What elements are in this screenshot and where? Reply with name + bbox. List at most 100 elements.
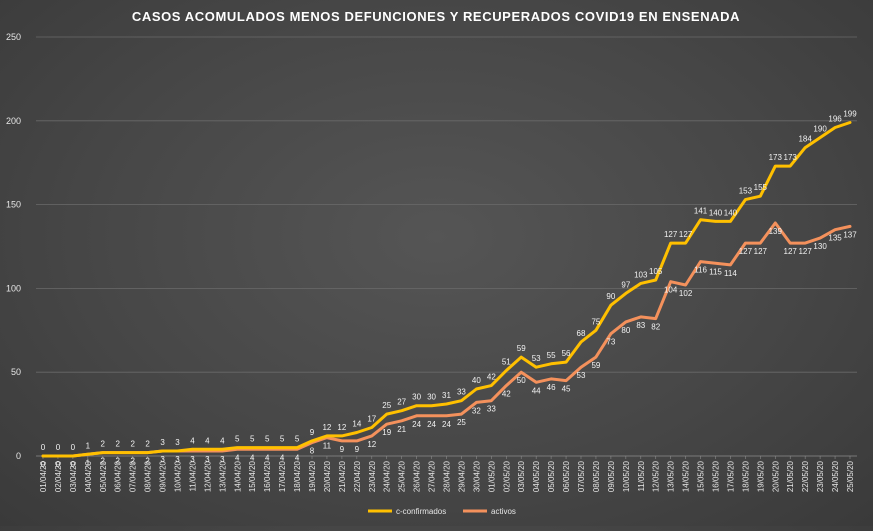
y-axis: 0 50 100 150 200 250 <box>6 32 21 461</box>
x-tick-label: 26/04/20 <box>413 460 422 492</box>
data-label: 127 <box>784 247 798 256</box>
data-label: 2 <box>145 440 150 449</box>
x-tick-label: 25/05/20 <box>846 460 855 492</box>
data-label: 12 <box>337 423 346 432</box>
data-label: 0 <box>71 443 76 452</box>
data-label: 173 <box>769 153 783 162</box>
data-label: 4 <box>250 453 255 462</box>
data-label: 135 <box>828 234 842 243</box>
x-tick-label: 20/04/20 <box>323 460 332 492</box>
data-label: 83 <box>636 321 645 330</box>
data-label: 27 <box>397 398 406 407</box>
data-label: 8 <box>310 447 315 456</box>
data-label: 4 <box>220 436 225 445</box>
data-label: 127 <box>754 247 768 256</box>
data-label: 9 <box>355 445 360 454</box>
data-label: 3 <box>175 455 180 464</box>
data-label: 2 <box>115 440 120 449</box>
data-label: 140 <box>724 208 738 217</box>
data-label: 139 <box>769 227 783 236</box>
x-tick-label: 23/04/20 <box>368 460 377 492</box>
x-tick-label: 22/05/20 <box>801 460 810 492</box>
data-label: 3 <box>175 438 180 447</box>
data-label: 199 <box>843 109 857 118</box>
x-tick-label: 07/04/20 <box>129 460 138 492</box>
x-tick-label: 14/04/20 <box>233 460 242 492</box>
data-label: 2 <box>101 440 106 449</box>
data-label: 33 <box>487 405 496 414</box>
x-tick-label: 09/05/20 <box>607 460 616 492</box>
data-label: 5 <box>280 435 285 444</box>
data-label: 137 <box>843 230 857 239</box>
data-label: 32 <box>472 406 481 415</box>
data-label: 30 <box>412 393 421 402</box>
x-tick-label: 06/04/20 <box>114 460 123 492</box>
data-label: 75 <box>591 317 600 326</box>
data-label: 90 <box>606 292 615 301</box>
data-label: 46 <box>547 383 556 392</box>
data-label: 196 <box>828 115 842 124</box>
x-tick-label: 20/05/20 <box>771 460 780 492</box>
data-label: 5 <box>295 435 300 444</box>
data-label: 82 <box>651 323 660 332</box>
data-label: 33 <box>457 388 466 397</box>
y-tick-label: 50 <box>11 367 21 377</box>
data-label: 11 <box>323 442 332 451</box>
data-label: 53 <box>577 371 586 380</box>
x-tick-label: 08/05/20 <box>592 460 601 492</box>
data-label: 4 <box>295 453 300 462</box>
data-label: 19 <box>382 428 391 437</box>
data-label: 104 <box>664 286 678 295</box>
data-label: 155 <box>754 183 768 192</box>
y-tick-label: 100 <box>6 283 21 293</box>
data-label: 5 <box>265 435 270 444</box>
data-label: 0 <box>56 460 61 469</box>
data-label: 3 <box>160 438 165 447</box>
data-label: 59 <box>591 361 600 370</box>
data-label: 0 <box>56 443 61 452</box>
chart-title: CASOS ACOMULADOS MENOS DEFUNCIONES Y REC… <box>132 9 740 24</box>
data-label: 5 <box>235 435 240 444</box>
x-tick-label: 17/05/20 <box>726 460 735 492</box>
x-tick-label: 24/04/20 <box>383 460 392 492</box>
data-label: 24 <box>427 420 436 429</box>
data-label: 21 <box>397 425 406 434</box>
data-label: 115 <box>709 267 722 276</box>
x-tick-label: 03/05/20 <box>517 460 526 492</box>
data-label: 0 <box>41 443 46 452</box>
x-tick-label: 23/05/20 <box>816 460 825 492</box>
data-label: 25 <box>457 418 466 427</box>
data-label: 24 <box>442 420 451 429</box>
data-label: 105 <box>649 267 663 276</box>
x-tick-label: 09/04/20 <box>159 460 168 492</box>
data-label: 51 <box>502 358 511 367</box>
data-label: 103 <box>634 270 648 279</box>
data-label: 25 <box>382 401 391 410</box>
y-tick-label: 150 <box>6 200 21 210</box>
legend: c-confirmados activos <box>368 507 516 516</box>
x-tick-label: 02/04/20 <box>54 460 63 492</box>
data-label: 4 <box>190 436 195 445</box>
data-label: 9 <box>310 428 315 437</box>
data-label: 12 <box>322 423 331 432</box>
x-tick-label: 10/04/20 <box>174 460 183 492</box>
x-tick-label: 04/04/20 <box>84 460 93 492</box>
data-label: 56 <box>562 349 571 358</box>
data-label: 3 <box>220 455 225 464</box>
data-label: 1 <box>86 441 91 450</box>
x-tick-label: 02/05/20 <box>502 460 511 492</box>
data-label: 31 <box>442 391 451 400</box>
data-label: 3 <box>205 455 210 464</box>
x-tick-label: 01/04/20 <box>39 460 48 492</box>
data-label: 73 <box>606 338 615 347</box>
data-label: 3 <box>160 455 165 464</box>
x-tick-label: 28/04/20 <box>443 460 452 492</box>
data-label: 127 <box>679 230 693 239</box>
data-label: 12 <box>367 440 376 449</box>
x-tick-label: 25/04/20 <box>398 460 407 492</box>
x-tick-label: 04/05/20 <box>532 460 541 492</box>
x-tick-label: 21/05/20 <box>786 460 795 492</box>
data-label: 45 <box>562 385 571 394</box>
data-label: 97 <box>621 280 630 289</box>
